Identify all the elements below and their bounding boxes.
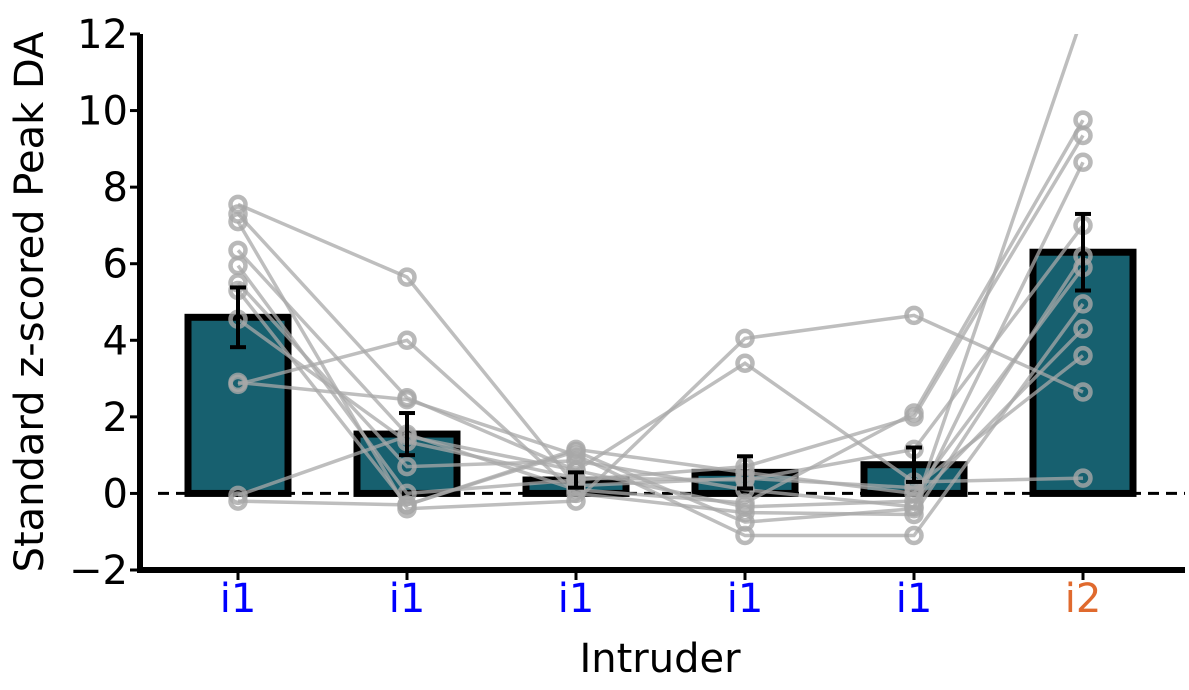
subject-point (735, 328, 755, 349)
subject-point (397, 330, 417, 351)
subject-line-2 (236, 212, 1084, 484)
y-tick-label: 2 (103, 395, 128, 441)
x-tick-label: i1 (558, 576, 595, 622)
y-tick-label: 8 (103, 165, 128, 211)
subject-point (904, 305, 924, 326)
subject-point (397, 389, 417, 410)
subject-line-9 (237, 302, 1085, 538)
subject-point (904, 407, 924, 427)
subject-point (1073, 319, 1093, 339)
subject-point (228, 240, 248, 261)
subject-point (397, 495, 417, 515)
y-tick-label: 0 (103, 471, 128, 517)
subject-point (397, 456, 417, 477)
subject-point (1073, 468, 1093, 488)
subject-point (1073, 345, 1093, 366)
subject-point (228, 372, 248, 393)
subject-point (1073, 294, 1093, 314)
subject-line-3 (236, 220, 1084, 511)
x-tick-label: i1 (220, 576, 257, 622)
error-bar-6 (1075, 211, 1091, 293)
x-tick-label: i1 (896, 576, 933, 622)
x-tick-label: i1 (727, 576, 764, 622)
x-axis-title: Intruder (579, 636, 741, 682)
y-tick-label: 10 (77, 89, 128, 135)
subject-lines-layer (228, 7, 1093, 546)
error-bars-layer (230, 211, 1091, 491)
y-tick-label: 6 (103, 242, 128, 288)
x-ticks: i1 i1 i1 i1 i1 i2 (220, 570, 1102, 622)
y-ticks: −2 0 2 4 6 8 10 12 (69, 12, 140, 594)
x-tick-label: i2 (1065, 576, 1102, 622)
subject-point (566, 439, 586, 460)
subject-point (1073, 382, 1093, 402)
y-axis-title: Standard z-scored Peak DA (7, 31, 53, 572)
subject-point (397, 267, 417, 287)
subject-point (1076, 7, 1091, 22)
subject-point (1073, 125, 1093, 146)
subject-point (1073, 152, 1093, 173)
subject-point (735, 512, 755, 532)
error-bar-3 (568, 470, 584, 490)
subject-line-10 (237, 327, 1085, 509)
y-tick-label: 12 (77, 12, 128, 58)
y-tick-label: 4 (103, 318, 128, 364)
axes (137, 34, 1185, 573)
subject-line-1 (237, 202, 1085, 490)
subject-point (228, 211, 248, 232)
x-tick-label: i1 (389, 576, 426, 622)
subject-point (904, 483, 924, 504)
error-bar-4 (737, 454, 753, 491)
subject-point (904, 525, 924, 546)
subject-point (228, 204, 248, 224)
error-bar-1 (230, 285, 246, 350)
error-bar-5 (906, 445, 922, 484)
subject-point (735, 353, 755, 374)
subject-point (228, 491, 248, 511)
subject-line-11 (237, 34, 1079, 524)
error-bar-2 (399, 411, 415, 458)
subject-line-5 (236, 134, 1085, 496)
subject-line-6 (236, 161, 1085, 509)
subject-line-12 (236, 266, 1085, 507)
subject-line-7 (236, 224, 1085, 482)
y-tick-label: −2 (69, 548, 128, 594)
